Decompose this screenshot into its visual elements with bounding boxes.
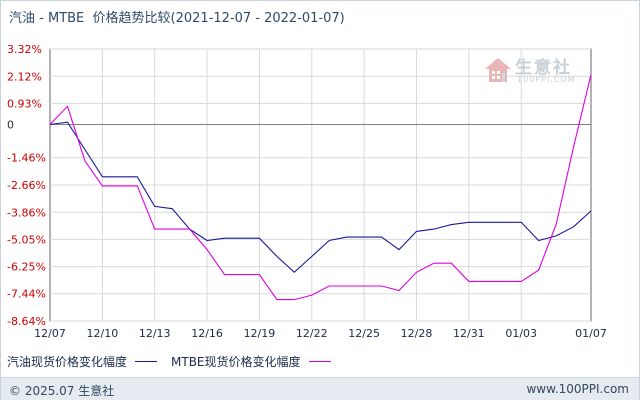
y-tick-label: -2.66%: [7, 179, 46, 192]
footer-copyright: © 2025.07 生意社: [9, 384, 115, 398]
x-tick-label: 12/22: [296, 327, 328, 340]
brand-watermark: 生意社 100PPI.COM: [483, 53, 583, 87]
y-tick-label: 3.32%: [7, 43, 42, 56]
legend-label-mtbe: MTBE现货价格变化幅度: [171, 355, 301, 369]
legend-item-mtbe: MTBE现货价格变化幅度: [171, 353, 331, 370]
x-tick-label: 12/10: [87, 327, 119, 340]
watermark-url-text: 100PPI.COM: [517, 75, 576, 84]
title-commodity-b: MTBE: [47, 11, 85, 26]
x-tick-label: 12/07: [34, 327, 66, 340]
x-tick-label: 01/03: [505, 327, 537, 340]
legend-label-gasoline: 汽油现货价格变化幅度: [7, 355, 128, 369]
y-tick-label: -1.46%: [7, 152, 46, 165]
y-tick-label: 0: [7, 119, 14, 132]
house-logo-icon: [485, 58, 511, 82]
x-tick-label: 12/16: [191, 327, 223, 340]
title-suffix: 价格趋势比较: [84, 11, 171, 26]
legend-item-gasoline: 汽油现货价格变化幅度: [7, 353, 158, 370]
series-line-gasoline: [49, 121, 592, 274]
page-title: 汽油 - MTBE 价格趋势比较(2021-12-07 - 2022-01-07…: [9, 7, 345, 26]
y-tick-label: -7.44%: [7, 288, 46, 301]
x-tick-label: 12/19: [244, 327, 276, 340]
x-tick-label: 12/13: [139, 327, 171, 340]
line-chart: 3.32% 2.12% 0.93% 0 -1.46% -2.66% -3.86% -5.05%…: [7, 43, 607, 340]
y-tick-label: -6.25%: [7, 261, 46, 274]
y-tick-label: -3.86%: [7, 206, 46, 219]
legend-swatch-mtbe: [308, 361, 331, 362]
series-line-mtbe: [49, 74, 592, 301]
y-tick-label: -8.64%: [7, 315, 46, 328]
footer-bar: © 2025.07 生意社 www.100PPI.com: [1, 377, 639, 400]
footer-site-link[interactable]: www.100PPI.com: [526, 382, 629, 396]
x-tick-label: 12/31: [453, 327, 485, 340]
legend-swatch-gasoline: [135, 361, 158, 362]
title-separator: -: [35, 11, 48, 26]
watermark-brand-text: 生意社: [515, 58, 572, 78]
chart-legend: 汽油现货价格变化幅度 MTBE现货价格变化幅度: [7, 353, 345, 370]
x-tick-label: 01/07: [575, 327, 607, 340]
x-tick-label: 12/28: [401, 327, 433, 340]
y-tick-label: 2.12%: [7, 70, 42, 83]
y-tick-label: -5.05%: [7, 233, 46, 246]
y-tick-label: 0.93%: [7, 97, 42, 110]
title-date-range: (2021-12-07 - 2022-01-07): [170, 11, 345, 26]
title-commodity-a: 汽油: [9, 11, 36, 26]
x-tick-label: 12/25: [348, 327, 380, 340]
